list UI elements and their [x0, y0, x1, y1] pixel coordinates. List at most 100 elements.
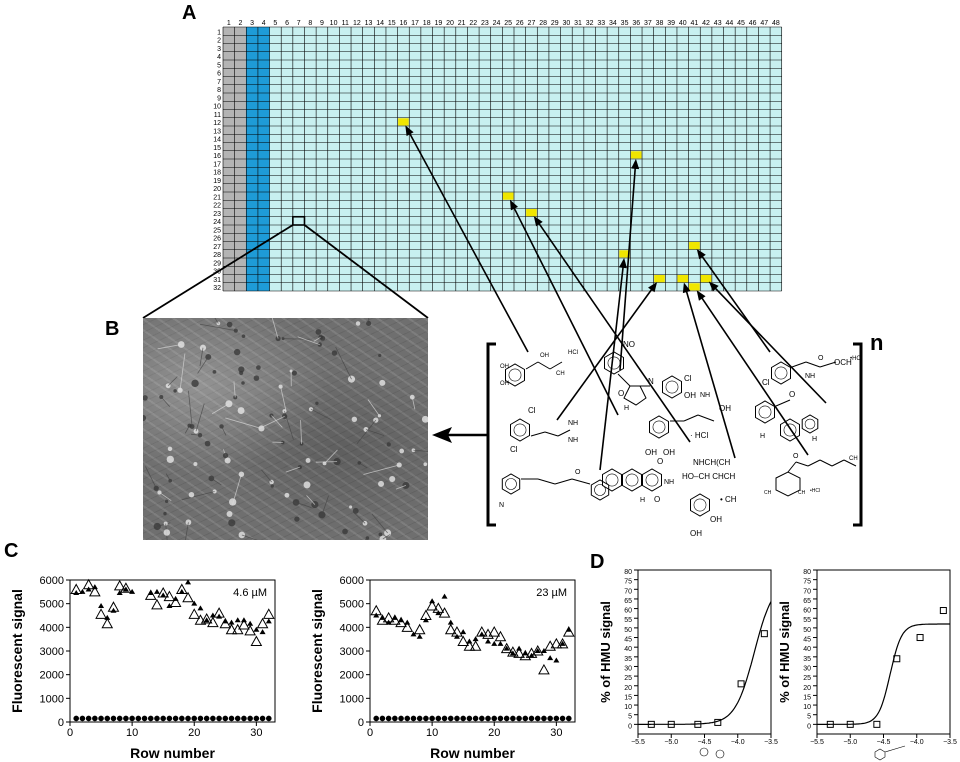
- neurite: [353, 512, 366, 524]
- data-point-filled-triangle: [247, 620, 254, 626]
- microscopy-image: [143, 318, 428, 540]
- label-oh: OH: [684, 391, 696, 400]
- data-point-filled-triangle: [559, 640, 566, 646]
- column-number: 23: [481, 20, 489, 27]
- ring-compound-8: [771, 361, 791, 385]
- cell-body: [349, 505, 353, 509]
- ring-compound-3-aromatic: [513, 423, 527, 437]
- y-tick-label: 5000: [340, 599, 364, 611]
- row-number: 32: [213, 285, 221, 292]
- data-point-open-triangle: [507, 646, 519, 657]
- data-point-open-triangle: [88, 585, 101, 597]
- data-point-filled-circle: [160, 715, 166, 722]
- y-tick-label: 10: [803, 704, 811, 711]
- label-o: O: [575, 469, 581, 476]
- data-point-open-triangle: [475, 626, 488, 637]
- neurite: [258, 416, 285, 430]
- cell-body: [226, 511, 233, 517]
- neurite: [261, 469, 272, 483]
- ring-compound-7: [690, 493, 710, 517]
- cell-body: [253, 375, 260, 381]
- cell-body: [351, 416, 358, 422]
- data-point-filled-circle: [516, 715, 522, 722]
- y-tick-label: 45: [803, 637, 811, 644]
- row-number: 15: [213, 145, 221, 152]
- data-point-open-triangle: [207, 616, 219, 628]
- neurite: [211, 403, 230, 415]
- neurite: [145, 466, 157, 489]
- cell-body: [333, 458, 341, 466]
- arrow-compound-6-head: [619, 257, 627, 269]
- data-point-filled-circle: [379, 715, 386, 722]
- row-number: 7: [217, 79, 221, 86]
- column-number: 19: [434, 20, 442, 27]
- data-point-filled-circle: [485, 715, 491, 722]
- data-point-open-triangle: [175, 583, 188, 594]
- ring-compound-5: [501, 473, 521, 495]
- column-number: 18: [423, 20, 431, 27]
- data-point-filled-triangle: [234, 617, 241, 623]
- data-point-open-triangle: [544, 640, 557, 651]
- data-point-filled-triangle: [153, 588, 160, 594]
- cell-body: [163, 511, 167, 516]
- column-number: 43: [714, 20, 722, 27]
- data-point-filled-circle: [253, 715, 260, 722]
- cell-body: [389, 475, 396, 483]
- hit-well-r28-c35: [619, 250, 630, 258]
- ring-compound-7-aromatic: [693, 498, 707, 512]
- neurite: [413, 449, 428, 452]
- data-point-open-triangle: [188, 608, 201, 619]
- neurite: [271, 415, 283, 428]
- data-point-filled-circle: [141, 715, 148, 722]
- data-point-filled-circle: [185, 715, 191, 722]
- neurite: [371, 513, 388, 534]
- y-tick-label: 65: [803, 598, 811, 605]
- data-point-open-triangle: [70, 583, 83, 594]
- data-point-filled-circle: [541, 715, 547, 722]
- arrow-compound-4-shaft: [511, 204, 619, 416]
- data-point-filled-circle: [265, 715, 272, 722]
- cell-body: [177, 341, 185, 348]
- column-number: 1: [227, 20, 231, 27]
- plot-frame: [637, 569, 772, 735]
- label-oh: OH: [645, 448, 657, 457]
- x-tick-label: 0: [367, 727, 373, 739]
- data-point-filled-circle: [472, 715, 479, 722]
- column-number: 25: [504, 20, 512, 27]
- label-hoch: HO–CH CHCH: [682, 472, 736, 481]
- data-point-filled-circle: [110, 715, 117, 722]
- bond: [831, 459, 845, 467]
- data-point-filled-circle: [172, 715, 179, 722]
- zoom-connector-lines: [142, 215, 429, 319]
- cell-body: [331, 350, 338, 356]
- neurite: [321, 495, 329, 516]
- data-point-filled-circle: [404, 715, 411, 722]
- data-point-filled-circle: [129, 715, 135, 722]
- hit-well-r32-c41: [689, 283, 700, 291]
- panel-label-d: D: [590, 551, 605, 573]
- data-point-open-square: [939, 607, 947, 615]
- data-point-filled-circle: [398, 715, 404, 722]
- data-point-filled-triangle: [160, 592, 167, 598]
- data-point-filled-circle: [547, 715, 553, 722]
- column-number: 35: [621, 20, 629, 27]
- data-point-filled-triangle: [197, 605, 204, 611]
- bond: [805, 361, 821, 368]
- data-point-open-triangle: [262, 608, 275, 619]
- cell-body: [386, 442, 391, 447]
- row-number: 31: [213, 277, 221, 284]
- column-number: 8: [308, 20, 312, 27]
- x-tick-label: 0: [67, 727, 73, 739]
- data-point-open-triangle: [200, 613, 213, 624]
- y-axis-label: Fluorescent signal: [309, 589, 325, 713]
- row-number: 12: [213, 120, 221, 127]
- column-number: 22: [469, 20, 477, 27]
- data-point-open-triangle: [469, 640, 482, 651]
- neurite: [335, 346, 352, 380]
- neurite: [185, 522, 189, 540]
- label-n: N: [648, 377, 654, 386]
- data-point-filled-circle: [510, 715, 516, 722]
- row-number: 11: [214, 112, 221, 119]
- x-tick-label: 30: [250, 727, 262, 739]
- data-point-filled-circle: [116, 715, 123, 722]
